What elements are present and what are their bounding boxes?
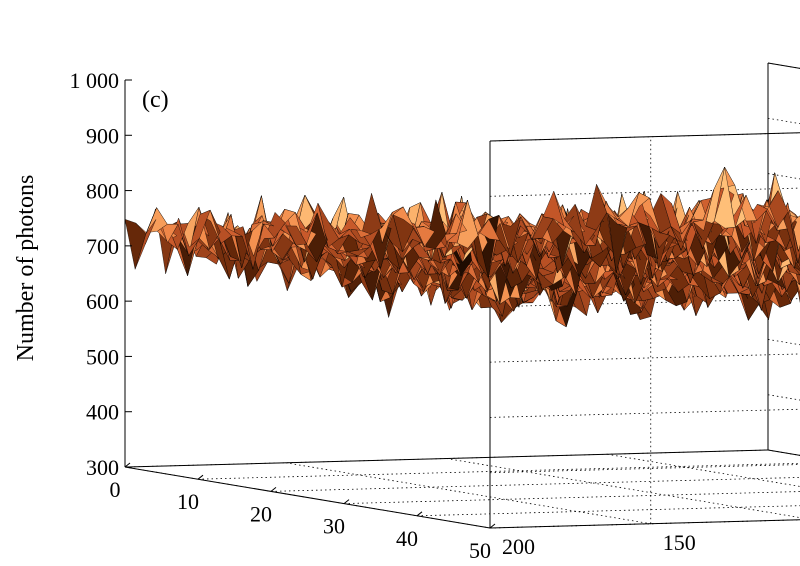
grid-line — [489, 132, 800, 142]
grid-line — [489, 519, 800, 529]
x-tick-label: 50 — [469, 538, 491, 563]
back-edge — [767, 62, 800, 69]
z-axis-ticks: 300 400 500 600 700 800 900 1 000 — [70, 68, 132, 480]
axes-box — [124, 80, 800, 529]
surface-facet — [124, 219, 147, 270]
z-tick-label: 700 — [86, 234, 119, 259]
grid-line — [285, 462, 651, 525]
y-tick-label: 200 — [502, 534, 535, 559]
grid-line — [767, 449, 800, 456]
z-tick-label: 400 — [86, 400, 119, 425]
back-floor-edge — [767, 449, 800, 456]
grid-line — [489, 353, 800, 363]
z-tick-label: 900 — [86, 123, 119, 148]
x-axis-line — [124, 466, 491, 529]
grid-line — [767, 339, 800, 346]
grid-line — [197, 462, 800, 480]
x-tick-mark — [124, 462, 131, 468]
grid-line — [270, 477, 800, 492]
y-axis-line — [124, 449, 769, 468]
panel-label: (c) — [142, 87, 169, 113]
z-tick-label: 600 — [86, 289, 119, 314]
x-tick-mark — [416, 511, 423, 517]
grid-line — [767, 449, 800, 456]
photon-surface — [124, 166, 800, 328]
grid-line — [767, 62, 800, 69]
y-axis-front-line — [489, 519, 800, 529]
grid-line — [446, 458, 800, 518]
grid-line — [767, 394, 800, 401]
x-axis-ticks: 0 10 20 30 40 50 — [110, 462, 496, 563]
x-tick-label: 20 — [250, 501, 272, 526]
z-tick-label: 800 — [86, 179, 119, 204]
x-tick-label: 30 — [323, 514, 345, 539]
x-tick-label: 40 — [396, 526, 418, 551]
grid-line — [343, 491, 800, 504]
grid-line — [489, 408, 800, 418]
x-tick-mark — [489, 523, 496, 529]
x-tick-mark — [343, 499, 350, 504]
x-tick-mark — [197, 474, 204, 480]
z-tick-label: 1 000 — [70, 68, 120, 93]
grid-line — [607, 453, 800, 487]
x-tick-label: 0 — [110, 477, 121, 502]
z-tick-label: 500 — [86, 344, 119, 369]
grid-line — [416, 505, 800, 517]
back-edge — [489, 132, 800, 142]
z-axis-label: Number of photons — [13, 175, 39, 362]
x-tick-mark — [270, 487, 277, 492]
grid-line — [489, 519, 800, 529]
grid-line — [767, 117, 800, 125]
x-tick-label: 10 — [177, 489, 199, 514]
z-tick-label: 300 — [86, 455, 119, 480]
y-tick-label: 150 — [663, 530, 696, 555]
y-axis-ticks: 050100150200 — [502, 530, 696, 559]
